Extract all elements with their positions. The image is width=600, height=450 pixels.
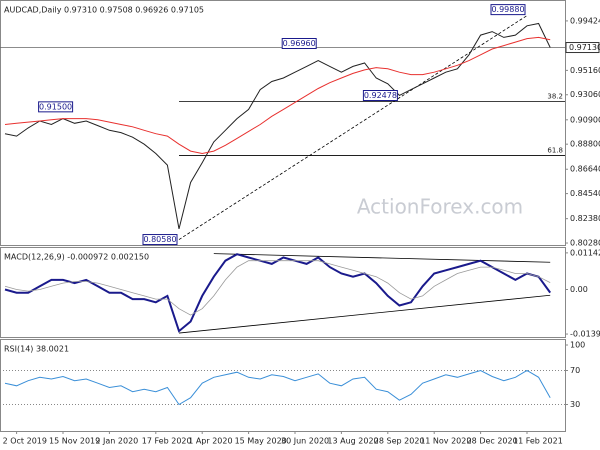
annotation-label: 0.99880 [491,5,524,14]
trendline [178,294,551,334]
x-tick-label: 15 May 2020 [235,437,287,446]
panel-title: AUDCAD,Daily 0.97310 0.97508 0.96926 0.9… [4,6,204,15]
x-tick-label: 30 Jun 2020 [281,437,329,446]
y-tick-label: 0.84540 [570,189,600,198]
y-tick-label: 0.99424 [570,16,600,25]
fib-label: 38.2 [547,93,563,101]
y-tick-label: 70 [570,366,580,375]
y-tick-label: 0.86640 [570,165,600,174]
y-tick-label: 0.80280 [570,239,600,248]
series-line [4,369,551,406]
annotation-label: 0.80580 [143,235,176,244]
y-tick-label: 0.82380 [570,214,600,223]
watermark: ActionForex.com [357,195,523,219]
panel-title: MACD(12,26,9) -0.000972 0.002150 [4,253,149,262]
y-tick-label: 0.00 [570,285,588,294]
x-tick-label: 28 Dec 2020 [467,437,518,446]
trendline [178,15,528,240]
x-tick-label: 2 Oct 2019 [3,437,47,446]
x-tick-label: 17 Feb 2020 [142,437,192,446]
rsi-panel [0,339,566,432]
x-tick-label: 15 Nov 2019 [49,437,100,446]
y-tick-label: -0.01391 [570,330,600,339]
trendline [213,253,551,263]
panel-title: RSI(14) 38.0021 [4,345,69,354]
annotation-label: 0.96960 [283,39,316,48]
series-line [4,36,551,155]
annotation-box [38,101,74,113]
series-line [4,260,551,316]
y-tick-label: 0.93060 [570,90,600,99]
annotation-box [142,234,178,246]
y-tick-label: 0.95160 [570,66,600,75]
current-price-box [565,42,600,54]
y-tick-label: 0.011427 [570,248,600,257]
current-price-label: 0.97130 [569,43,600,52]
annotation-box [490,4,526,16]
x-tick-label: 2 Jan 2020 [95,437,138,446]
annotation-box [281,37,317,49]
x-tick-label: 28 Sep 2020 [374,437,425,446]
series-line [4,22,551,230]
annotation-box [362,90,398,102]
annotation-label: 0.91500 [39,102,72,111]
y-tick-label: 0.90900 [570,115,600,124]
x-tick-label: 11 Feb 2021 [513,437,563,446]
y-tick-label: 30 [570,400,580,409]
x-tick-label: 11 Nov 2020 [420,437,471,446]
x-tick-label: 13 Aug 2020 [327,437,378,446]
fib-label: 61.8 [547,147,563,155]
annotation-label: 0.92478 [364,91,397,100]
y-tick-label: 100 [570,341,585,350]
y-tick-label: 0.88800 [570,140,600,149]
x-tick-label: 1 Apr 2020 [188,437,232,446]
